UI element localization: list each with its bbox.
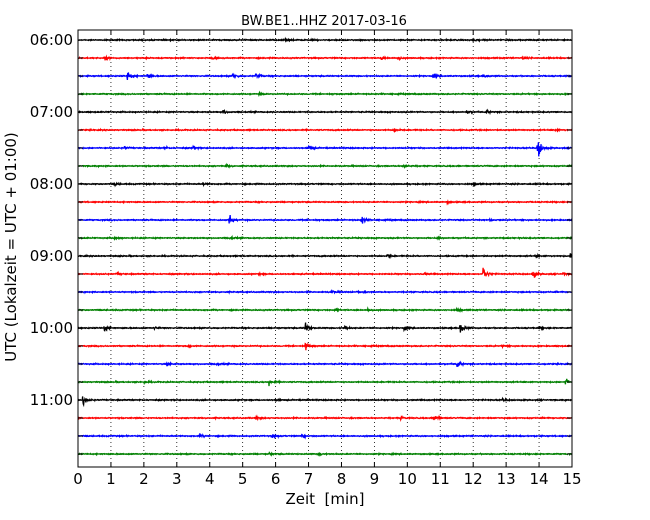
trace-0900 [77,252,573,260]
x-tick-label: 9 [370,470,380,488]
y-tick-label: 08:00 [30,175,73,193]
trace-1145 [77,451,573,457]
x-tick-label: 5 [238,470,248,488]
vertical-grid [110,30,540,467]
x-tick-label: 6 [271,470,281,488]
x-tick-label: 2 [139,470,149,488]
trace-0845 [77,234,573,241]
x-tick-label: 7 [304,470,314,488]
x-tick-label: 1 [106,470,116,488]
trace-0730 [77,142,573,157]
trace-0615 [77,54,573,62]
x-tick-label: 8 [337,470,347,488]
x-tick-label: 11 [431,470,450,488]
trace-0715 [77,127,573,133]
y-tick-label: 10:00 [30,319,73,337]
trace-0800 [77,181,573,188]
trace-0600 [77,36,573,43]
trace-0930 [77,288,573,295]
x-tick-label: 10 [398,470,417,488]
trace-group [77,36,573,457]
x-tick-label: 15 [562,470,581,488]
trace-1100 [77,396,573,408]
x-tick-label: 13 [497,470,516,488]
x-tick-label: 14 [530,470,549,488]
y-tick-label: 06:00 [30,31,73,49]
trace-1000 [77,322,573,333]
chart-title: BW.BE1..HHZ 2017-03-16 [241,14,407,29]
trace-0830 [77,215,573,224]
x-tick-label: 12 [464,470,483,488]
trace-1045 [77,378,573,387]
x-axis-label: Zeit [min] [285,490,364,508]
y-axis-label: UTC (Lokalzeit = UTC + 01:00) [2,132,20,362]
trace-1130 [77,433,573,440]
trace-0915 [77,267,573,278]
trace-1015 [77,341,573,351]
x-tick-label: 0 [73,470,83,488]
y-tick-label: 07:00 [30,103,73,121]
x-axis: 0 1 2 3 4 5 6 7 8 9 10 11 12 13 14 15 [73,30,582,488]
trace-1115 [77,414,573,422]
y-axis: 06:00 07:00 08:00 09:00 10:00 11:00 [30,31,572,455]
trace-0700 [77,108,573,116]
trace-0815 [77,199,573,206]
trace-0945 [77,306,573,313]
trace-0645 [77,90,573,98]
trace-1030 [77,360,573,368]
x-tick-label: 3 [172,470,182,488]
x-tick-label: 4 [205,470,215,488]
trace-0745 [77,162,573,169]
trace-0630 [77,72,573,81]
y-tick-label: 11:00 [30,391,73,409]
y-tick-label: 09:00 [30,247,73,265]
plot-frame [77,29,573,468]
